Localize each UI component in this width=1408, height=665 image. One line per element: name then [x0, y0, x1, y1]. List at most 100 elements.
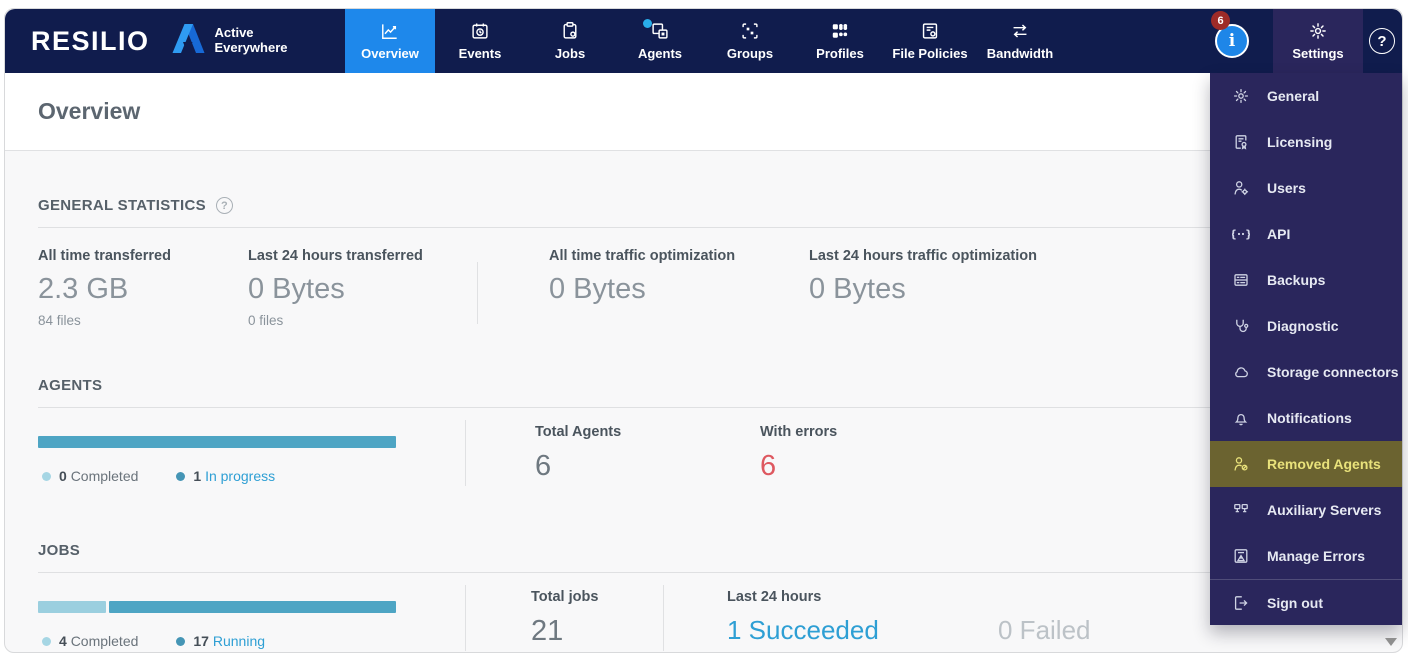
- stat-label: All time traffic optimization: [549, 248, 736, 264]
- overview-content: GENERAL STATISTICS ? All time transferre…: [5, 151, 1402, 651]
- nav-tab-agents[interactable]: Agents: [615, 9, 705, 73]
- group-frame-icon: [740, 21, 760, 41]
- legend-jobs-running[interactable]: 17 Running: [176, 633, 265, 649]
- jobs-progress-block: 4 Completed 17 Running: [38, 585, 465, 651]
- with-errors-label: With errors: [760, 424, 838, 440]
- legend-label-link[interactable]: In progress: [205, 468, 276, 484]
- stat-label: All time transferred: [38, 248, 171, 264]
- calendar-clock-icon: [470, 21, 490, 41]
- help-button[interactable]: ?: [1369, 28, 1395, 54]
- nav-tab-groups[interactable]: Groups: [705, 9, 795, 73]
- menu-item-diagnostic[interactable]: Diagnostic: [1210, 303, 1402, 349]
- agents-notification-dot: [643, 19, 652, 28]
- legend-count: 17: [193, 633, 209, 649]
- stat-value: 0 Bytes: [809, 273, 906, 305]
- nav-tab-profiles[interactable]: Profiles: [795, 9, 885, 73]
- menu-item-label: Diagnostic: [1267, 318, 1339, 334]
- legend-label: Completed: [70, 468, 139, 484]
- menu-item-api[interactable]: {··} API: [1210, 211, 1402, 257]
- menu-item-licensing[interactable]: Licensing: [1210, 119, 1402, 165]
- devices-icon: [650, 21, 670, 41]
- menu-item-removed-agents[interactable]: Removed Agents: [1210, 441, 1402, 487]
- menu-item-sign-out[interactable]: Sign out: [1210, 579, 1402, 625]
- code-braces-icon: {··}: [1232, 229, 1250, 241]
- settings-dropdown-menu: General Licensing Users {··} API: [1210, 73, 1402, 625]
- line-chart-icon: [380, 21, 400, 41]
- main-navigation: Overview Events: [345, 9, 1065, 73]
- legend-agents-in-progress[interactable]: 1 In progress: [176, 468, 275, 484]
- legend-label-link[interactable]: Running: [212, 633, 266, 649]
- menu-item-backups[interactable]: Backups: [1210, 257, 1402, 303]
- stat-value: 0 Bytes: [549, 273, 646, 305]
- menu-item-notifications[interactable]: Notifications: [1210, 395, 1402, 441]
- active-everywhere-logo: Active Everywhere: [170, 23, 288, 59]
- product-name-line1: Active: [214, 25, 254, 41]
- total-jobs-block: Total jobs 21: [531, 585, 663, 651]
- general-statistics-title: GENERAL STATISTICS: [38, 197, 206, 214]
- jobs-progress-bar: [38, 601, 396, 613]
- nav-tab-label: File Policies: [892, 46, 968, 61]
- vertical-divider: [663, 585, 664, 651]
- nav-tab-settings[interactable]: Settings: [1273, 9, 1363, 73]
- stat-label: Last 24 hours transferred: [248, 248, 423, 264]
- legend-count: 4: [59, 633, 67, 649]
- total-jobs-value: 21: [531, 615, 564, 647]
- license-doc-icon: [1235, 135, 1247, 150]
- network-nodes-icon: [1234, 503, 1248, 513]
- vertical-divider: [477, 262, 478, 324]
- clipboard-icon: [560, 21, 580, 41]
- menu-item-label: Users: [1267, 180, 1306, 196]
- nav-tab-file-policies[interactable]: File Policies: [885, 9, 975, 73]
- nav-tab-jobs[interactable]: Jobs: [525, 9, 615, 73]
- agents-progress-bar: [38, 436, 396, 448]
- agents-section-title: AGENTS: [38, 377, 103, 394]
- general-statistics-section: GENERAL STATISTICS ? All time transferre…: [38, 151, 1369, 329]
- menu-item-auxiliary-servers[interactable]: Auxiliary Servers: [1210, 487, 1402, 533]
- gear-icon: [1308, 21, 1328, 41]
- jobs-section: JOBS 4 Completed: [38, 542, 1369, 651]
- nav-tab-label: Overview: [361, 46, 419, 61]
- legend-label: Completed: [70, 633, 139, 649]
- sign-out-icon: [1234, 595, 1248, 610]
- nav-tab-label: Profiles: [816, 46, 864, 61]
- menu-item-manage-errors[interactable]: Manage Errors: [1210, 533, 1402, 579]
- running-dot-icon: [176, 636, 186, 646]
- stat-label: Last 24 hours traffic optimization: [809, 248, 1037, 264]
- menu-item-label: Removed Agents: [1267, 456, 1381, 472]
- legend-agents-completed: 0 Completed: [42, 468, 138, 484]
- last-24-hours-label: Last 24 hours: [727, 589, 822, 605]
- vertical-divider: [465, 585, 466, 651]
- jobs-bar-running: [109, 601, 396, 613]
- gear-icon: [1233, 88, 1249, 104]
- nav-tab-events[interactable]: Events: [435, 9, 525, 73]
- stat-last-24h-optimization: Last 24 hours traffic optimization 0 Byt…: [809, 248, 1037, 329]
- completed-dot-icon: [42, 636, 51, 646]
- legend-count: 0: [59, 468, 67, 484]
- menu-item-general[interactable]: General: [1210, 73, 1402, 119]
- total-jobs-label: Total jobs: [531, 589, 599, 605]
- profiles-grid-icon: [830, 21, 850, 41]
- nav-tab-bandwidth[interactable]: Bandwidth: [975, 9, 1065, 73]
- nav-tab-overview[interactable]: Overview: [345, 9, 435, 73]
- menu-item-users[interactable]: Users: [1210, 165, 1402, 211]
- menu-item-label: Auxiliary Servers: [1267, 502, 1382, 518]
- jobs-succeeded-value[interactable]: 1 Succeeded: [727, 615, 879, 645]
- scroll-down-indicator[interactable]: [1385, 638, 1397, 646]
- jobs-section-title: JOBS: [38, 542, 81, 559]
- vertical-divider: [465, 420, 466, 486]
- user-gear-icon: [1234, 181, 1249, 196]
- agents-with-errors-block: With errors 6: [760, 420, 837, 486]
- stethoscope-icon: [1236, 319, 1249, 333]
- completed-dot-icon: [42, 471, 51, 481]
- legend-count: 1: [193, 468, 202, 484]
- user-removed-icon: [1234, 457, 1248, 471]
- general-statistics-help-icon[interactable]: ?: [215, 197, 233, 214]
- page-title: Overview: [38, 98, 141, 124]
- nav-tab-label: Bandwidth: [986, 46, 1054, 61]
- stat-all-time-optimization: All time traffic optimization 0 Bytes: [549, 248, 809, 329]
- total-agents-block: Total Agents 6: [535, 420, 691, 486]
- menu-item-label: Licensing: [1267, 134, 1333, 150]
- notification-count-badge: 6: [1211, 11, 1230, 30]
- menu-item-storage-connectors[interactable]: Storage connectors: [1210, 349, 1402, 395]
- active-everywhere-logo-icon: [170, 23, 206, 59]
